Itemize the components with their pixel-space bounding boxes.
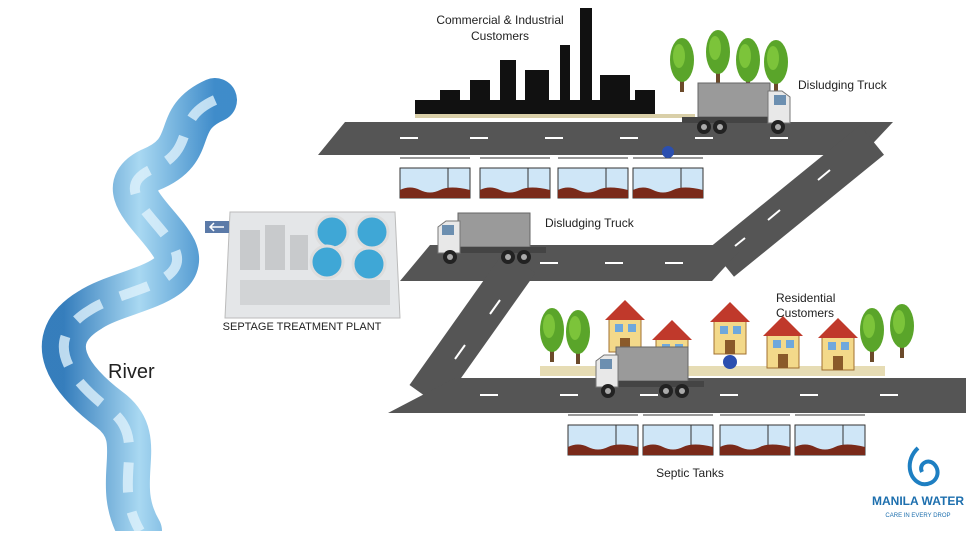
residential-label-line-2: Customers: [776, 306, 834, 320]
logo-name: MANILA WATER: [872, 494, 964, 508]
residential-label-line-1: Residential: [776, 291, 835, 305]
worker: [723, 355, 737, 369]
commercial-label-line-1: Commercial & Industrial: [436, 13, 563, 27]
septic-tanks-upper: [400, 158, 703, 198]
river: River: [64, 100, 215, 531]
treatment-plant: [205, 212, 400, 318]
river-label: River: [108, 361, 155, 383]
worker: [662, 146, 674, 158]
plant-label: SEPTAGE TREATMENT PLANT: [223, 321, 382, 333]
logo-tagline: CARE IN EVERY DROP: [885, 513, 950, 519]
truck-middle-label: Disludging Truck: [545, 216, 635, 230]
diagram: River Commercial & Industrial Customers: [0, 0, 966, 531]
commercial-label-line-2: Customers: [471, 29, 529, 43]
septic-tanks-lower: [568, 415, 865, 455]
logo: MANILA WATER CARE IN EVERY DROP: [872, 448, 964, 519]
truck-top-label: Disludging Truck: [798, 78, 888, 92]
septic-tanks-label: Septic Tanks: [656, 466, 724, 480]
